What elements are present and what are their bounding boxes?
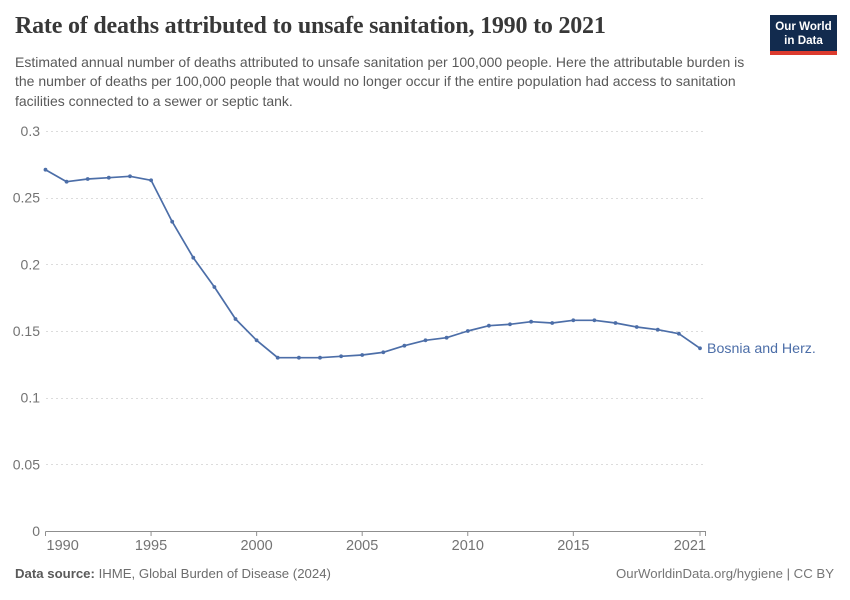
data-source: Data source: IHME, Global Burden of Dise… [15, 566, 331, 581]
data-point-marker [318, 355, 322, 360]
data-point-marker [677, 331, 681, 336]
data-point-marker [402, 343, 407, 348]
x-tick-label: 1995 [135, 538, 167, 554]
data-point-marker [508, 322, 512, 327]
x-tick-label: 2015 [557, 538, 589, 554]
data-source-value: IHME, Global Burden of Disease (2024) [98, 566, 331, 581]
data-point-marker [487, 323, 491, 328]
x-tick-label: 2000 [240, 538, 272, 554]
entity-label[interactable]: Bosnia and Herz. [707, 341, 816, 357]
owid-url-license-link[interactable]: OurWorldinData.org/hygiene | CC BY [616, 566, 834, 581]
data-source-label: Data source: [15, 566, 95, 581]
data-point-marker [43, 167, 48, 172]
data-point-marker [275, 355, 280, 360]
data-point-marker [571, 318, 576, 323]
chart-title: Rate of deaths attributed to unsafe sani… [15, 13, 606, 39]
data-point-marker [360, 353, 365, 357]
data-point-marker [550, 321, 555, 325]
data-point-marker [444, 335, 449, 340]
data-point-marker [64, 179, 69, 184]
data-point-marker [212, 285, 217, 289]
data-point-marker [170, 219, 175, 224]
y-tick-label: 0.05 [13, 456, 40, 472]
trend-line [44, 168, 701, 359]
data-point-marker [529, 319, 533, 324]
chart-footer: Data source: IHME, Global Burden of Dise… [15, 566, 834, 581]
data-point-marker [254, 338, 259, 343]
chart-subtitle: Estimated annual number of deaths attrib… [15, 54, 745, 109]
y-tick-label: 0.2 [21, 256, 41, 272]
data-point-marker [423, 338, 428, 343]
data-point-marker [381, 350, 386, 355]
data-point-marker [634, 325, 639, 329]
owid-logo[interactable]: Our World in Data [770, 15, 837, 56]
data-point-marker [339, 354, 343, 359]
x-tick-label: 1990 [47, 538, 79, 554]
data-point-marker [297, 355, 301, 360]
y-tick-label: 0.3 [21, 123, 41, 139]
y-tick-label: 0.25 [13, 190, 40, 206]
data-point-marker [128, 174, 132, 179]
y-tick-label: 0.15 [13, 323, 40, 339]
data-point-marker [233, 317, 238, 321]
data-point-marker [191, 255, 196, 260]
owid-logo-line1: Our World [775, 20, 832, 33]
x-tick-label: 2005 [346, 538, 378, 554]
owid-logo-line2: in Data [784, 33, 823, 47]
x-tick-label: 2021 [674, 538, 706, 554]
data-point-marker [592, 318, 597, 323]
data-point-marker [698, 346, 702, 351]
data-point-marker [106, 175, 111, 180]
data-point-marker [613, 321, 618, 325]
data-point-marker [149, 178, 154, 183]
data-point-marker [655, 327, 660, 332]
y-tick-label: 0 [32, 523, 40, 539]
y-tick-label: 0.1 [21, 390, 41, 406]
data-point-marker [465, 329, 470, 333]
data-point-marker [85, 177, 90, 181]
x-tick-label: 2010 [452, 538, 484, 554]
